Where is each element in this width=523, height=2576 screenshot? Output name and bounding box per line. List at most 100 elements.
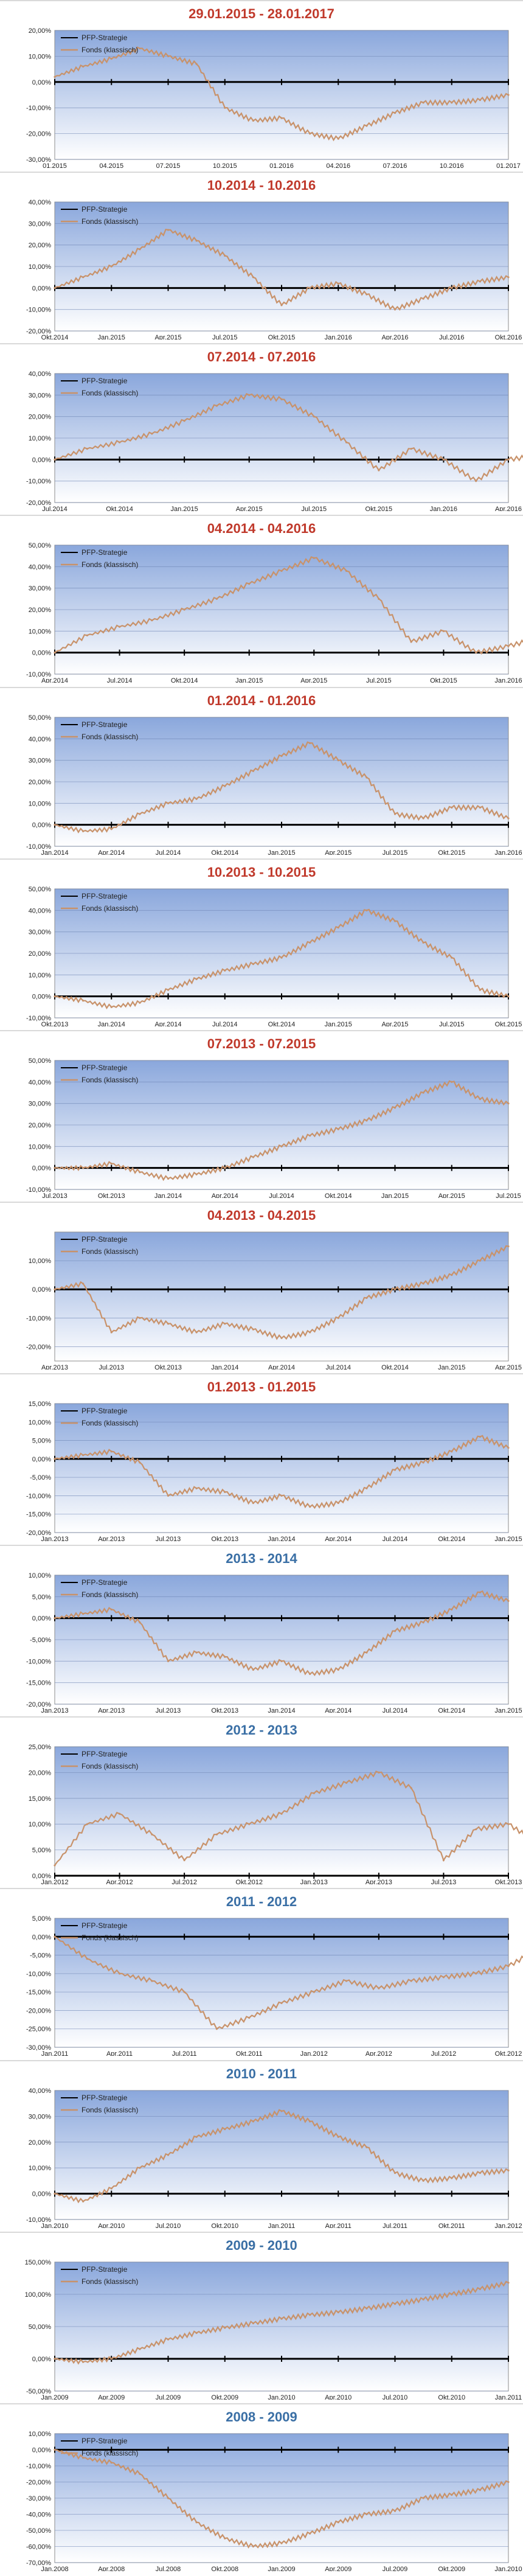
x-tick-label: Jul.2014 [383,1707,408,1713]
line-chart: 25,00%20,00%15,00%10,00%5,00%0,00%Jan.20… [29,1744,523,1884]
fund-data-point [309,2314,311,2316]
fund-data-point [422,1283,424,1285]
fund-data-point [224,106,226,109]
fund-data-point [337,2521,339,2524]
legend-strategy-label: PFP-Strategie [81,720,128,729]
fund-data-point [422,1091,424,1094]
legend-fund-label: Fonds (klassisch) [81,1762,138,1770]
x-tick-label: Okt.2013 [211,1536,238,1541]
fund-data-point [393,1469,397,1471]
x-tick-label: Jul.2015 [496,1192,521,1198]
y-tick-label: 5,00% [32,1915,51,1923]
fund-data-point [345,441,348,444]
y-tick-label: 15,00% [29,1401,52,1408]
fund-data-point [151,433,153,435]
fund-data-point [167,1494,170,1497]
x-tick-label: Jan.2014 [98,1021,125,1026]
y-tick-label: 50,00% [29,1057,52,1065]
fund-data-point [422,816,424,820]
x-tick-label: Apr.2010 [98,2223,125,2228]
x-tick-label: Jan.2011 [268,2223,295,2228]
x-tick-label: Jul.2015 [301,506,327,511]
fund-data-point [309,742,311,744]
fund-data-point [139,2473,141,2475]
fund-data-point [195,1651,198,1654]
fund-data-point [309,1506,311,1508]
fund-data-point [422,102,424,104]
legend-fund-label: Fonds (klassisch) [81,2277,138,2286]
fund-data-point [365,2146,368,2148]
x-tick-label: Apr.2014 [41,677,68,683]
x-tick-label: Jan.2013 [41,1707,68,1713]
legend-fund-label: Fonds (klassisch) [81,1247,138,1256]
line-chart: 20,00%10,00%0,00%-10,00%-20,00%-30,00%01… [26,27,521,168]
x-tick-label: Jul.2013 [431,1879,457,1884]
y-tick-label: 20,00% [29,1770,52,1777]
fund-data-point [475,480,477,482]
x-tick-label: Apr.2014 [212,1192,238,1198]
fund-data-point [151,619,153,622]
x-tick-label: Okt.2009 [438,2566,465,2571]
y-tick-label: 40,00% [29,907,52,914]
fund-data-point [151,1980,153,1983]
x-tick-label: Okt.2016 [495,334,522,339]
fund-data-point [280,117,283,119]
y-tick-label: 20,00% [29,779,52,786]
fund-data-point [479,1259,481,1262]
x-tick-label: Jul.2014 [269,1192,294,1198]
fund-data-point [422,941,424,944]
fund-data-point [451,1609,453,1611]
y-tick-label: 10,00% [29,1822,52,1829]
fund-data-point [337,759,339,761]
fund-data-point [475,1972,477,1975]
x-tick-label: Jul.2013 [99,1364,124,1370]
fund-data-point [365,909,368,911]
y-tick-label: 10,00% [29,628,52,636]
fund-data-point [337,1128,339,1130]
fund-data-point [309,1331,311,1334]
y-tick-label: 0,00% [32,650,51,657]
y-tick-label: 0,00% [32,1615,51,1623]
fund-data-point [280,2109,283,2112]
chart-title: 2009 - 2010 [226,2237,297,2253]
x-tick-label: Jan.2009 [268,2566,295,2571]
legend-fund-label: Fonds (klassisch) [81,2449,138,2457]
fund-data-point [252,2322,254,2325]
line-chart: 10,00% 0,00% -10,00% -20,00% -30,00% -40,00% -… [26,2431,522,2571]
y-tick-label: -30,00% [26,2044,51,2052]
fund-data-point [110,1450,113,1453]
x-tick-label: Okt.2010 [438,2394,465,2400]
fund-data-point [82,1454,85,1457]
fund-data-point [54,823,56,826]
fund-data-point [365,125,368,127]
fund-data-point [507,1102,510,1105]
chart-panel: 2010 - 2011 40,00% 30,00% 20,00% 10,00% 0,00%… [0,2059,523,2233]
chart-title: 2008 - 2009 [226,2409,297,2425]
fund-data-point [479,806,481,809]
fund-data-point [215,1833,218,1836]
fund-data-point [54,1166,56,1169]
fund-data-point [54,287,56,290]
chart-panel: 04.2013 - 04.2015 10,00% 0,00% -10,00% -20,0… [0,1201,523,1375]
x-tick-label: Apr.2015 [154,334,181,339]
chart-title: 01.2014 - 01.2016 [207,692,316,708]
chart-panel: 01.2014 - 01.2016 50,00% 40,00% 30,00% 20,00… [0,686,523,860]
fund-data-point [393,2303,397,2305]
fund-data-point [252,963,254,965]
x-tick-label: Apr.2011 [325,2223,352,2228]
legend-fund-label: Fonds (klassisch) [81,904,138,913]
x-tick-label: Okt.2008 [211,2566,238,2571]
fund-data-point [183,420,185,422]
x-tick-label: Jan.2013 [41,1536,68,1541]
x-tick-label: 10.2016 [440,162,464,168]
x-tick-label: 01.2017 [496,162,521,168]
plot-area [54,1403,509,1533]
y-tick-label: 20,00% [29,2139,52,2146]
fund-data-point [280,304,283,307]
fund-data-point [337,1317,339,1319]
fund-data-point [224,2537,226,2539]
fund-data-point [215,405,218,407]
fund-data-point [224,969,226,972]
y-tick-label: 20,00% [29,950,52,958]
line-chart: 5,00% 0,00% -5,00% -10,00% -15,00% -20,00% -25… [26,1915,523,2056]
